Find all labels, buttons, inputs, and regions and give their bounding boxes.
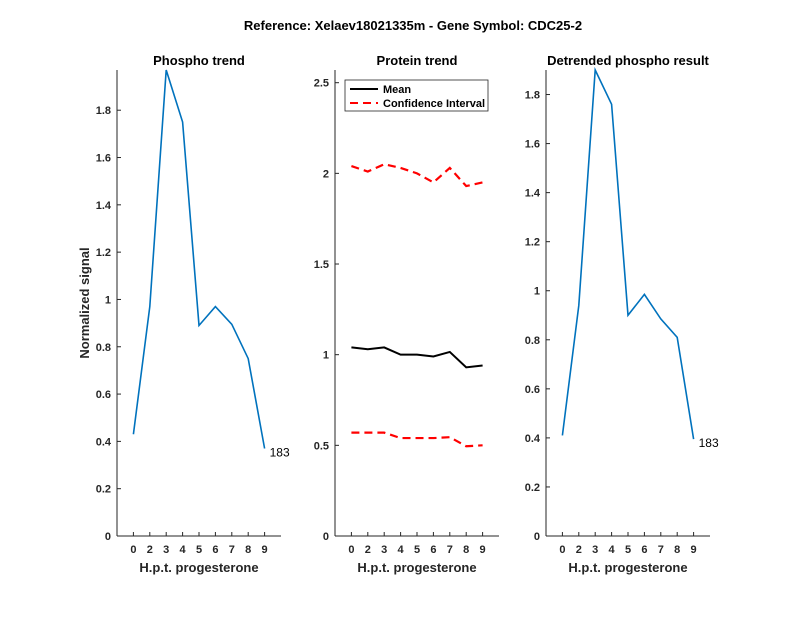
legend: Mean Confidence Interval: [345, 80, 488, 111]
subplot-3: Detrended phospho result 0 0.2 0.4 0.6 0.8 1 1.…: [525, 53, 719, 575]
y-tick-label: 1.5: [314, 259, 329, 271]
y-tick-label: 1: [534, 286, 540, 298]
point-annotation: 183: [270, 445, 290, 459]
x-tick-label: 3: [381, 544, 387, 556]
x-tick-label: 2: [147, 544, 153, 556]
x-tick-label: 0: [348, 544, 354, 556]
x-tick-label: 2: [365, 544, 371, 556]
point-annotation: 183: [699, 436, 719, 450]
y-tick-label: 0: [323, 531, 329, 543]
figure-title: Reference: Xelaev18021335m - Gene Symbol…: [244, 18, 582, 33]
y-tick-label: 1.6: [525, 139, 540, 151]
x-tick-label: 5: [196, 544, 202, 556]
x-tick-label: 5: [625, 544, 631, 556]
x-tick-label: 9: [480, 544, 486, 556]
x-tick-label: 8: [674, 544, 680, 556]
subplot-title: Phospho trend: [153, 53, 245, 68]
x-tick-label: 3: [163, 544, 169, 556]
x-tick-label: 0: [130, 544, 136, 556]
x-axis-label: H.p.t. progesterone: [357, 560, 476, 575]
y-tick-label: 0.6: [96, 389, 111, 401]
x-tick-label: 5: [414, 544, 420, 556]
y-tick-label: 0.4: [96, 436, 112, 448]
x-tick-label: 9: [691, 544, 697, 556]
subplot-title: Detrended phospho result: [547, 53, 709, 68]
y-tick-label: 0.6: [525, 384, 540, 396]
x-tick-label: 3: [592, 544, 598, 556]
y-tick-label: 1: [323, 350, 329, 362]
subplot-title: Protein trend: [377, 53, 458, 68]
legend-label: Confidence Interval: [383, 98, 485, 110]
series-line-3: [351, 433, 482, 447]
y-tick-label: 0.2: [525, 482, 540, 494]
y-tick-label: 2: [323, 168, 329, 180]
series-line-1: [133, 70, 264, 448]
x-tick-label: 7: [447, 544, 453, 556]
series-line-1: [562, 70, 693, 439]
subplot-1: Phospho trend 0 0.2 0.4 0.6 0.8 1 1.2 1.4 1.6 1.8 0…: [77, 53, 290, 575]
y-tick-label: 1.8: [525, 90, 540, 102]
series-line-1: [351, 347, 482, 367]
y-tick-label: 0.4: [525, 433, 541, 445]
x-tick-label: 4: [180, 544, 187, 556]
x-tick-label: 9: [262, 544, 268, 556]
x-tick-label: 7: [229, 544, 235, 556]
y-tick-label: 0.8: [525, 335, 540, 347]
y-axis-label: Normalized signal: [77, 247, 92, 358]
y-tick-label: 2.5: [314, 78, 329, 90]
x-axis-label: H.p.t. progesterone: [139, 560, 258, 575]
y-tick-label: 1.4: [525, 188, 541, 200]
x-tick-label: 0: [559, 544, 565, 556]
y-tick-label: 0: [534, 531, 540, 543]
y-tick-label: 1.2: [525, 237, 540, 249]
y-tick-label: 1.4: [96, 200, 112, 212]
y-tick-label: 1.8: [96, 105, 111, 117]
y-tick-label: 1: [105, 294, 111, 306]
x-tick-label: 7: [658, 544, 664, 556]
x-tick-label: 4: [398, 544, 405, 556]
x-axis-label: H.p.t. progesterone: [568, 560, 687, 575]
x-tick-label: 4: [609, 544, 616, 556]
y-tick-label: 1.6: [96, 153, 111, 165]
legend-label: Mean: [383, 84, 411, 96]
y-tick-label: 0.5: [314, 440, 329, 452]
x-tick-label: 8: [463, 544, 469, 556]
x-tick-label: 6: [430, 544, 436, 556]
x-tick-label: 8: [245, 544, 251, 556]
series-line-2: [351, 164, 482, 186]
y-tick-label: 0.8: [96, 342, 111, 354]
x-tick-label: 6: [212, 544, 218, 556]
y-tick-label: 0.2: [96, 484, 111, 496]
y-tick-label: 1.2: [96, 247, 111, 259]
y-tick-label: 0: [105, 531, 111, 543]
x-tick-label: 6: [641, 544, 647, 556]
x-tick-label: 2: [576, 544, 582, 556]
